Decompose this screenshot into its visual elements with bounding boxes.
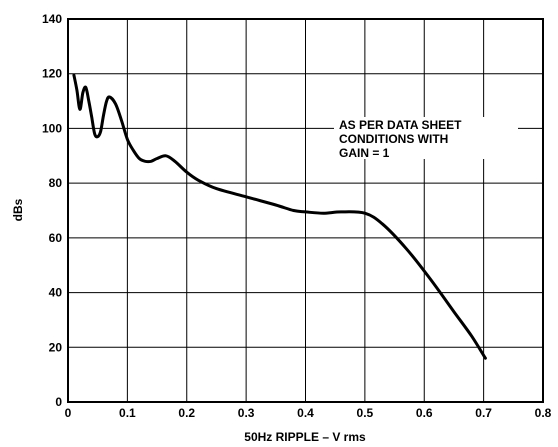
series-line	[72, 73, 487, 360]
x-tick-label: 0.4	[297, 406, 314, 420]
x-tick-label: 0.3	[238, 406, 255, 420]
x-tick-label: 0	[65, 406, 72, 420]
y-tick-label: 120	[42, 67, 62, 81]
annotation-line-2: CONDITIONS WITH	[339, 132, 448, 146]
y-axis-title: dBs	[11, 198, 25, 221]
y-tick-label: 0	[55, 395, 62, 409]
annotation-line-3: GAIN = 1	[339, 146, 390, 160]
y-tick-label: 80	[49, 176, 63, 190]
y-tick-label: 140	[42, 12, 62, 26]
x-tick-label: 0.5	[357, 406, 374, 420]
x-tick-label: 0.1	[119, 406, 136, 420]
annotation-line-1: AS PER DATA SHEET	[339, 118, 462, 132]
plot-frame	[67, 18, 544, 403]
x-tick-label: 0.6	[416, 406, 433, 420]
x-tick-label: 0.8	[535, 406, 552, 420]
y-tick-label: 60	[49, 231, 63, 245]
y-tick-label: 20	[49, 340, 63, 354]
y-tick-labels: 0 20 40 60 80 100 120 140	[42, 12, 62, 409]
y-tick-label: 100	[42, 121, 62, 135]
y-tick-label: 40	[49, 286, 63, 300]
x-axis-title: 50Hz RIPPLE – V rms	[244, 430, 366, 444]
x-tick-label: 0.7	[475, 406, 492, 420]
grid	[68, 19, 543, 402]
annotation-background	[334, 117, 518, 159]
x-tick-labels: 0 0.1 0.2 0.3 0.4 0.5 0.6 0.7 0.8	[65, 406, 552, 420]
x-tick-label: 0.2	[178, 406, 195, 420]
